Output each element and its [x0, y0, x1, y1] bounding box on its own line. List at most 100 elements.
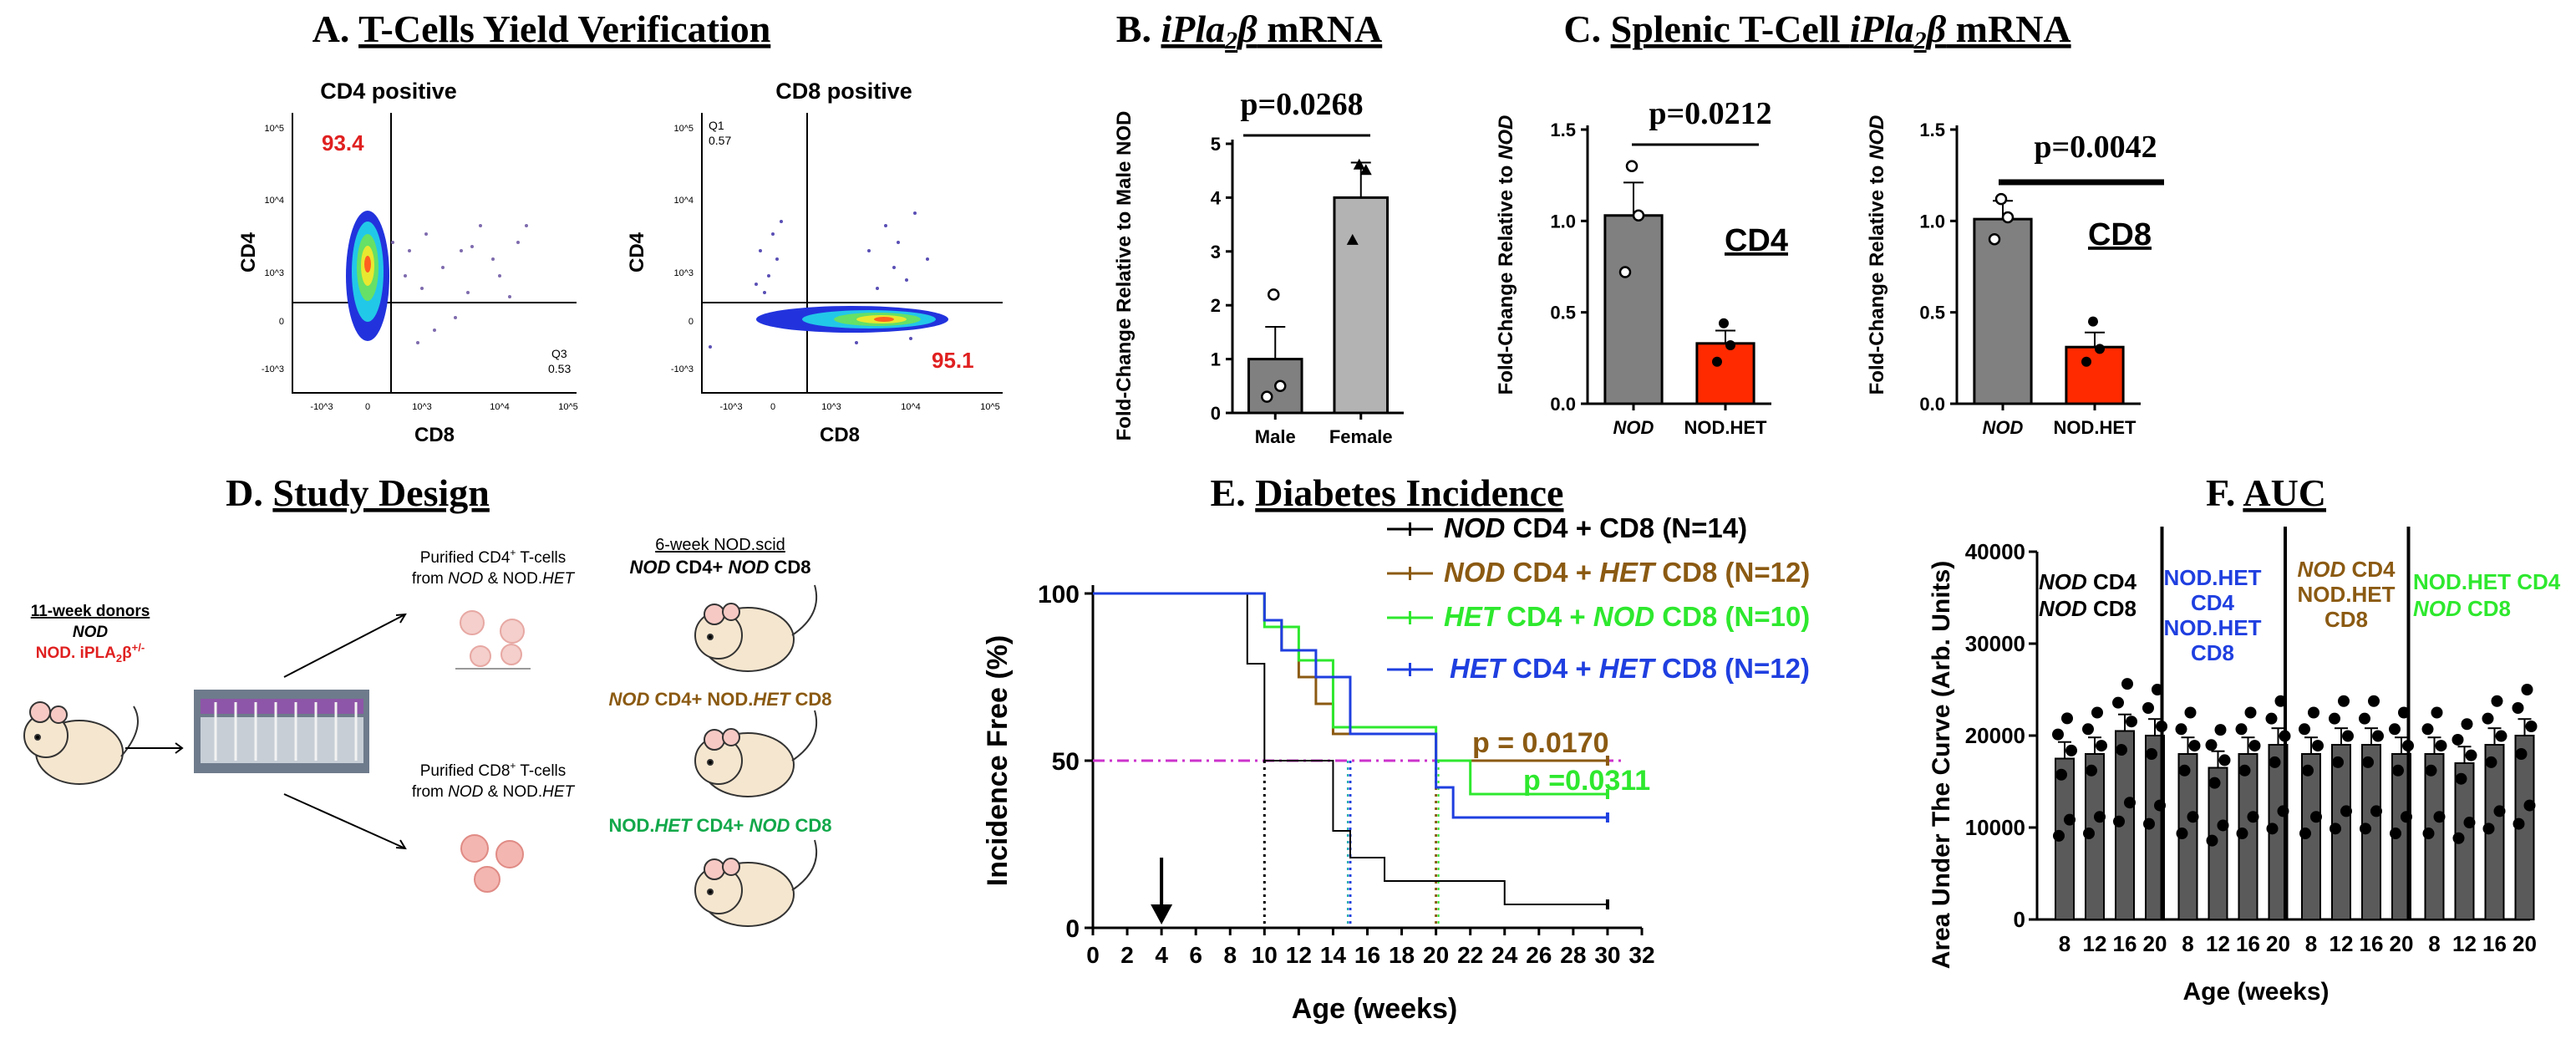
- group-label-3: NOD.HET: [2298, 582, 2396, 607]
- flow-cd4-density: [346, 211, 389, 341]
- panel-e-legend: NOD CD4 + CD8 (N=14) NOD CD4 + HET CD8 (N…: [1387, 512, 1810, 684]
- y-tick-label: 2: [1211, 295, 1221, 316]
- data-point: [2065, 744, 2077, 756]
- data-point: [2463, 817, 2476, 829]
- data-point: [2082, 723, 2094, 736]
- data-point: [2146, 748, 2157, 760]
- panel-c-cd8-pvalue: p=0.0042: [2034, 130, 2157, 165]
- data-point: [1353, 158, 1365, 170]
- cd8-from-text: from NOD & NOD.HET: [412, 783, 576, 801]
- panel-b-pvalue: p=0.0268: [1240, 87, 1363, 122]
- x-tick-label: 20: [2266, 931, 2290, 956]
- panel-c: C. Splenic T-Cell iPla2β mRNA Fold-Chang…: [1495, 8, 2164, 438]
- group3-label: NOD.HET CD4+ NOD CD8: [608, 815, 831, 836]
- y-tick-label: 1.5: [1550, 120, 1576, 140]
- data-point: [2113, 815, 2125, 828]
- data-point: [2482, 823, 2495, 835]
- data-point: [2064, 813, 2076, 826]
- legend-entry: NOD CD4 + HET CD8 (N=12): [1444, 557, 1810, 588]
- data-point: [2523, 799, 2536, 812]
- y-tick-label: 10000: [1965, 815, 2025, 840]
- data-point: [2154, 799, 2166, 812]
- data-point: [2208, 777, 2221, 789]
- flow-tick: 0: [688, 317, 694, 327]
- data-point: [1274, 379, 1287, 393]
- panel-e-ylabel: Incidence Free (%): [982, 635, 1014, 886]
- panel-a: A. T-Cells Yield Verification CD4 positi…: [237, 8, 1003, 446]
- y-tick-label: 0: [1211, 403, 1221, 424]
- data-point: [2088, 316, 2098, 327]
- flow-tick: -10^3: [310, 402, 333, 412]
- group-label-1: NOD CD8: [2039, 596, 2137, 621]
- flow-tick: -10^3: [719, 402, 742, 412]
- x-tick-label: 20: [1423, 942, 1449, 968]
- x-tick-label: 10: [1252, 942, 1278, 968]
- data-point: [2461, 718, 2473, 731]
- panel-b-ylabel: Fold-Change Relative to Male NOD: [1113, 111, 1136, 441]
- survival-curve: [1093, 592, 1608, 819]
- data-point: [1618, 266, 1632, 278]
- group1-label: NOD CD4+ NOD CD8: [630, 557, 811, 578]
- flow-cd8-q1-value: 0.57: [709, 134, 731, 147]
- data-point: [2094, 811, 2106, 823]
- y-tick-label: 5: [1211, 134, 1221, 155]
- flow-tick: 10^3: [264, 268, 284, 278]
- panel-f-title: F. AUC: [2206, 471, 2326, 514]
- y-tick-label: 100: [1038, 581, 1080, 609]
- data-point: [2338, 695, 2350, 707]
- flow-cd4-xlabel: CD8: [414, 424, 455, 446]
- x-tick-label: 20: [2390, 931, 2414, 956]
- y-tick-label: 1.0: [1550, 211, 1576, 232]
- data-point: [2236, 828, 2248, 840]
- panel-d: D. Study Design 11-week donors NOD NOD. …: [23, 471, 832, 927]
- data-point: [2218, 754, 2231, 767]
- x-tick-label: 16: [2236, 931, 2260, 956]
- data-point: [2512, 702, 2524, 714]
- data-point: [2266, 823, 2279, 835]
- data-point: [2372, 730, 2384, 742]
- data-point: [2247, 811, 2259, 823]
- y-tick-label: 20000: [1965, 723, 2025, 748]
- x-tick-label: 20: [2143, 931, 2167, 956]
- data-point: [2095, 344, 2105, 354]
- x-tick-label: 12: [1286, 942, 1312, 968]
- flow-cd4-q3-label: Q3: [551, 347, 567, 360]
- x-tick-label: 24: [1491, 942, 1518, 968]
- chart-b: 0 1 2 3 4 5 Male Female: [1211, 134, 1404, 447]
- cd8-cells-icon: [460, 834, 524, 893]
- panel-c-cd8-label: CD8: [2088, 217, 2152, 252]
- x-tick-label: NOD.HET: [1684, 417, 1768, 438]
- x-tick-label: 2: [1120, 942, 1134, 968]
- data-point: [2482, 712, 2494, 725]
- data-point: [2390, 828, 2401, 840]
- data-point: [1719, 318, 1729, 329]
- y-tick-label: 0: [2014, 907, 2025, 932]
- x-tick-label: 8: [2182, 931, 2193, 956]
- data-point: [2277, 805, 2289, 817]
- group-label-4: NOD CD8: [2413, 596, 2511, 621]
- x-tick-label: 16: [1354, 942, 1380, 968]
- y-tick-label: 3: [1211, 242, 1221, 262]
- data-point: [2392, 764, 2404, 777]
- donor-het: NOD. iPLA2β+/-: [36, 641, 145, 665]
- panel-c-cd4-label: CD4: [1725, 223, 1788, 258]
- flow-tick: 10^4: [673, 196, 694, 206]
- flow-cd8-ylabel: CD4: [626, 232, 648, 272]
- survival-curve: [1093, 593, 1608, 905]
- data-point: [2142, 702, 2154, 714]
- panel-b-title: B. iPla2β mRNA: [1116, 8, 1382, 54]
- panel-f-xlabel: Age (weeks): [2182, 978, 2329, 1006]
- legend-entry: HET CD4 + HET CD8 (N=12): [1450, 653, 1810, 684]
- x-tick-label: 12: [2330, 931, 2354, 956]
- data-point: [2244, 706, 2257, 719]
- x-tick-label: 8: [2305, 931, 2317, 956]
- study-arrows: [125, 613, 407, 850]
- flow-cd4-scatter: [391, 224, 528, 344]
- panel-c-cd8-ylabel: Fold-Change Relative to NOD: [1866, 115, 1888, 395]
- x-tick-label: Male: [1255, 426, 1296, 447]
- flow-tick: 10^3: [673, 268, 694, 278]
- bar: [1695, 342, 1755, 405]
- flow-tick: 10^3: [821, 402, 841, 412]
